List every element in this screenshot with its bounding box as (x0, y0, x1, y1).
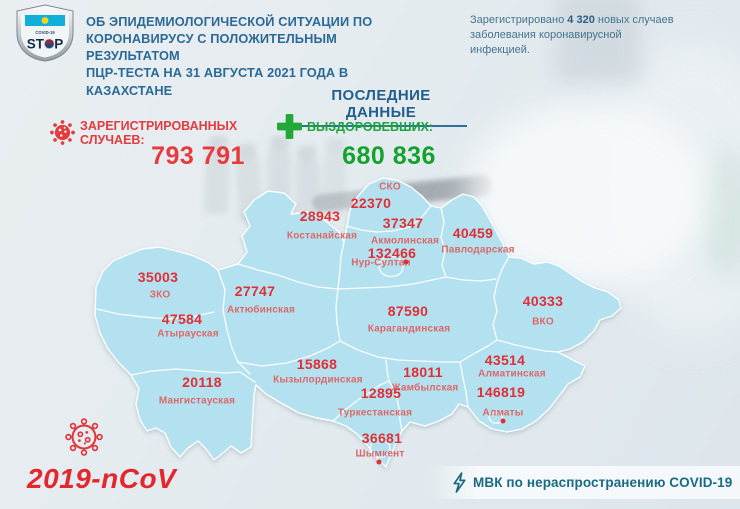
virus-globe-ring (43, 38, 55, 50)
region-vko-cases: 40333 (522, 293, 564, 309)
region-pavlodar-cases: 40459 (452, 225, 494, 241)
logo-covid-label: COVID-19 (35, 30, 55, 35)
city-marker-shymkent (376, 459, 382, 465)
region-akmola-cases: 37347 (382, 215, 424, 231)
region-almaty-city-label: Алматы (482, 407, 524, 419)
region-nursultan-label: Нур-Султан (351, 257, 411, 269)
region-kyzylorda-cases: 15868 (296, 356, 338, 372)
coronavirus-outline-icon (65, 418, 103, 456)
city-marker-almaty (500, 418, 506, 424)
region-kyzylorda-label: Кызылординская (273, 374, 363, 386)
region-almaty-city-cases: 146819 (476, 384, 526, 400)
region-mangystau-label: Мангистауская (158, 395, 236, 407)
region-aktobe-cases: 27747 (234, 283, 276, 299)
region-mangystau-cases: 20118 (182, 374, 222, 390)
region-almaty-obl-label: Алматинская (478, 368, 546, 380)
region-vko-label: ВКО (532, 316, 554, 328)
virus-icon (50, 120, 75, 145)
registered-cases-value: 793 791 (151, 142, 245, 170)
plus-icon (277, 114, 302, 139)
region-akmola-label: Акмолинская (370, 235, 440, 247)
region-almaty-obl-cases: 43514 (484, 352, 526, 368)
stop-covid-logo: COVID-19 STOP (16, 4, 74, 62)
registered-cases-label: ЗАРЕГИСТРИРОВАННЫХ СЛУЧАЕВ: (80, 119, 238, 148)
region-atyrau-label: Атырауская (157, 328, 219, 340)
latest-data-heading: ПОСЛЕДНИЕ ДАННЫЕ (295, 87, 467, 127)
region-pavlodar-label: Павлодарская (441, 244, 515, 256)
city-marker-nur-sultan (403, 259, 409, 265)
region-turkestan-label: Туркестанская (337, 407, 413, 419)
region-aktobe-label: Актюбинская (226, 304, 296, 316)
region-sko-cases: 22370 (350, 195, 392, 211)
region-turkestan-cases: 12895 (360, 385, 402, 401)
region-zko-cases: 35003 (137, 269, 179, 285)
recovered-label: ВЫЗДОРОВЕВШИХ: (307, 120, 434, 134)
region-zhambyl-label: Жамбылская (391, 382, 459, 394)
virus-globe-bottom (44, 43, 55, 49)
mvk-banner: МВК по нераспространению COVID-19 (428, 466, 740, 499)
recovered-value: 680 836 (342, 142, 436, 170)
new-cases-note: Зарегистрировано 4 320 новых случаев заб… (470, 13, 682, 58)
lightning-icon (453, 472, 466, 493)
region-zhambyl-cases: 18011 (403, 364, 443, 380)
region-karaganda-cases: 87590 (387, 303, 429, 319)
region-atyrau-cases: 47584 (161, 311, 203, 327)
region-karaganda-label: Карагандинская (367, 323, 451, 335)
region-borders (96, 205, 559, 458)
region-sko-label: СКО (379, 181, 401, 193)
flag-sun-icon (41, 17, 49, 24)
region-kostanay-label: Костанайская (286, 230, 358, 242)
new-cases-suffix: новых случаев заболевания коронавирусной… (470, 14, 674, 56)
page-title: ОБ ЭПИДЕМИОЛОГИЧЕСКОЙ СИТУАЦИИ ПО КОРОНА… (86, 14, 373, 98)
region-shymkent-cases: 36681 (361, 430, 403, 446)
region-kostanay-cases: 28943 (299, 208, 341, 224)
new-cases-count: 4 320 (567, 14, 595, 26)
mvk-label: МВК по нераспространению COVID-19 (473, 475, 733, 490)
new-cases-prefix: Зарегистрировано (470, 14, 565, 26)
region-nursultan-cases: 132466 (367, 245, 417, 261)
region-zko-label: ЗКО (149, 289, 171, 301)
virus-name-label: 2019-nCoV (27, 463, 177, 494)
region-shymkent-label: Шымкент (355, 448, 405, 460)
